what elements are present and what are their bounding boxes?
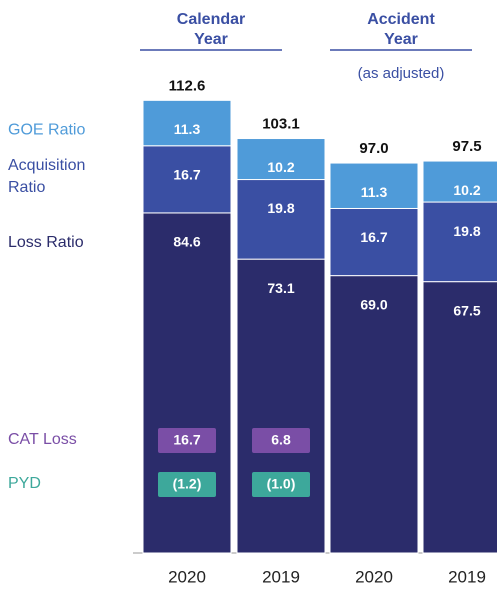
bar-segment (236, 138, 326, 181)
x-tick-label: 2020 (168, 567, 206, 586)
annotation-badge (252, 428, 310, 453)
bar-segment (236, 258, 326, 554)
x-tick-label: 2020 (355, 567, 393, 586)
total-label: 112.6 (169, 77, 206, 94)
bar-segment (329, 207, 419, 277)
segment-label: 10.2 (453, 182, 480, 198)
bar-segment (142, 145, 232, 214)
annotation-name: PYD (8, 475, 41, 492)
x-tick-label: 2019 (448, 567, 486, 586)
segment-label: 10.2 (267, 159, 294, 175)
x-tick-label: 2019 (262, 567, 300, 586)
legend-label: Loss Ratio (8, 234, 84, 251)
bar-segment (142, 99, 232, 147)
bar-segment (329, 162, 419, 209)
bar-segment (329, 275, 419, 554)
legend-label: GOE Ratio (8, 122, 85, 139)
group-label: Accident Year (367, 11, 435, 48)
legend-label: Acquisition Ratio (8, 157, 85, 196)
segment-label: 16.7 (173, 166, 200, 182)
annotation-name: CAT Loss (8, 431, 77, 448)
segment-label: 16.7 (360, 229, 387, 245)
annotation-value: 6.8 (271, 432, 291, 448)
annotation-badge (158, 472, 216, 497)
bar-segment (422, 160, 497, 203)
annotation-badge (252, 472, 310, 497)
segment-label: 19.8 (453, 223, 480, 239)
group-sublabel: (as adjusted) (358, 65, 445, 82)
total-label: 97.0 (359, 140, 388, 157)
segment-label: 19.8 (267, 200, 294, 216)
segment-label: 11.3 (174, 121, 201, 137)
total-label: 97.5 (452, 138, 481, 155)
annotation-value: 16.7 (173, 432, 200, 448)
total-label: 103.1 (262, 116, 300, 133)
segment-label: 73.1 (267, 280, 294, 296)
annotation-value: (1.2) (173, 476, 202, 492)
group-label: Calendar Year (177, 11, 245, 48)
segment-label: 69.0 (360, 296, 387, 312)
bar-segment (142, 212, 232, 554)
annotation-badge (158, 428, 216, 453)
bar-segment (422, 281, 497, 554)
segment-label: 11.3 (361, 184, 388, 200)
bar-segment (422, 201, 497, 283)
segment-label: 67.5 (453, 302, 480, 318)
annotation-value: (1.0) (267, 476, 296, 492)
bar-segment (236, 179, 326, 260)
segment-label: 84.6 (173, 234, 200, 250)
